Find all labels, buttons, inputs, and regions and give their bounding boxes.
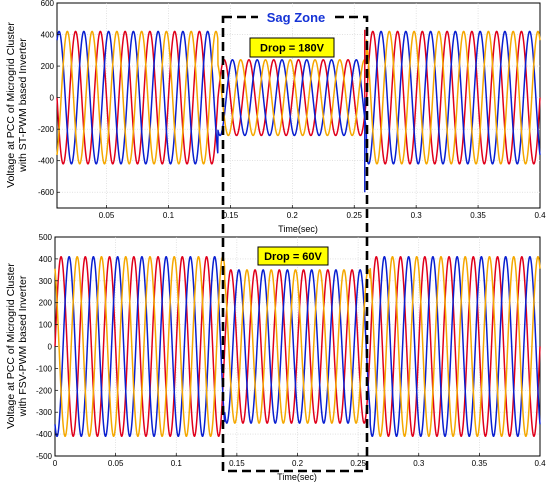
bottom-chart-x-tick-label: 0.1 — [171, 459, 183, 468]
top-chart-series-line — [56, 30, 541, 165]
bottom-chart-y-axis-title-line1: Voltage at PCC of Microgrid Cluster — [5, 263, 17, 429]
sag-zone-label: Sag Zone — [267, 10, 326, 25]
top-chart-y-tick-label: 400 — [41, 31, 55, 40]
top-chart-series — [56, 29, 541, 193]
bottom-chart-series-line — [54, 255, 541, 438]
top-chart-series-line — [56, 30, 541, 165]
top-chart-plot-area — [56, 2, 541, 209]
bottom-chart-y-tick-label: 300 — [39, 277, 53, 286]
bottom-chart-y-tick-label: -200 — [36, 386, 53, 395]
bottom-chart-x-tick-label: 0.05 — [108, 459, 124, 468]
top-chart-x-tick-label: 0.15 — [223, 211, 239, 220]
bottom-chart-y-tick-label: 400 — [39, 255, 53, 264]
bottom-chart-y-tick-label: -300 — [36, 408, 53, 417]
top-chart-y-tick-label: -200 — [38, 125, 55, 134]
top-chart-y-tick-label: -600 — [38, 188, 55, 197]
bottom-chart-x-tick-label: 0.4 — [534, 459, 546, 468]
top-chart-y-tick-label: 0 — [50, 94, 55, 103]
top-chart-y-tick-label: 600 — [41, 0, 55, 8]
top-chart-x-tick-label: 0.3 — [411, 211, 423, 220]
bottom-chart-x-tick-label: 0 — [53, 459, 58, 468]
bottom-chart-y-ticks: -500 -400 -300 -200 -100 0 100 200 300 400 500 — [36, 233, 58, 461]
bottom-chart-series-line — [54, 255, 541, 438]
top-chart-x-axis-title: Time(sec) — [278, 224, 318, 234]
top-chart-drop-annotation-text: Drop = 180V — [260, 43, 325, 55]
top-chart-x-tick-label: 0.4 — [534, 211, 546, 220]
bottom-chart-y-tick-label: 200 — [39, 299, 53, 308]
bottom-chart-series — [54, 255, 541, 438]
top-chart-x-tick-label: 0.35 — [470, 211, 486, 220]
bottom-chart-drop-annotation: Drop = 60V — [257, 246, 329, 266]
top-chart-y-ticks: -600 -400 -200 0 200 400 600 — [38, 0, 60, 197]
bottom-chart-y-axis-title-line2: with FSV-PWM based Inverter — [17, 275, 29, 417]
sag-zone: Sag Zone — [221, 8, 369, 473]
bottom-chart-y-tick-label: -500 — [36, 452, 53, 461]
top-chart-y-tick-label: 200 — [41, 62, 55, 71]
bottom-chart-x-tick-label: 0.35 — [472, 459, 488, 468]
bottom-chart-x-tick-label: 0.25 — [350, 459, 366, 468]
top-chart-drop-annotation: Drop = 180V — [249, 37, 335, 58]
top-chart-x-tick-label: 0.2 — [287, 211, 299, 220]
top-chart-x-tick-label: 0.05 — [99, 211, 115, 220]
bottom-chart-y-tick-label: -100 — [36, 364, 53, 373]
bottom-chart-drop-annotation-text: Drop = 60V — [264, 251, 322, 263]
bottom-chart-y-tick-label: -400 — [36, 430, 53, 439]
bottom-chart-series-line — [54, 255, 541, 438]
top-chart-y-axis-title-line1: Voltage at PCC of Microgrid Cluster — [5, 22, 17, 188]
bottom-chart-x-axis-title: Time(sec) — [277, 472, 317, 482]
bottom-chart-x-tick-label: 0.2 — [292, 459, 304, 468]
bottom-chart-y-tick-label: 0 — [48, 343, 53, 352]
bottom-chart-x-ticks: 0 0.05 0.1 0.15 0.2 0.25 0.3 0.35 0.4 — [53, 453, 546, 468]
top-chart-y-axis-title-line2: with ST-PWM based Inverter — [17, 38, 29, 173]
bottom-chart-x-tick-label: 0.3 — [413, 459, 425, 468]
bottom-chart-x-tick-label: 0.15 — [229, 459, 245, 468]
bottom-chart-drop-annotation-box — [257, 246, 329, 266]
top-chart-grid — [57, 3, 540, 208]
top-chart-drop-annotation-box — [249, 37, 335, 58]
bottom-chart-y-tick-label: 100 — [39, 321, 53, 330]
sag-zone-label-background — [258, 8, 334, 26]
top-chart-y-tick-label: -400 — [38, 157, 55, 166]
top-chart-x-tick-label: 0.1 — [163, 211, 175, 220]
top-chart: 0.05 0.1 0.15 0.2 0.25 0.3 0.35 0.4 -600 -400 -20… — [5, 0, 546, 234]
top-chart-x-tick-label: 0.25 — [346, 211, 362, 220]
bottom-chart: 0 0.05 0.1 0.15 0.2 0.25 0.3 0.35 0.4 -500 -400 -3… — [5, 233, 546, 482]
bottom-chart-y-tick-label: 500 — [39, 233, 53, 242]
top-chart-x-ticks: 0.05 0.1 0.15 0.2 0.25 0.3 0.35 0.4 — [99, 205, 546, 220]
